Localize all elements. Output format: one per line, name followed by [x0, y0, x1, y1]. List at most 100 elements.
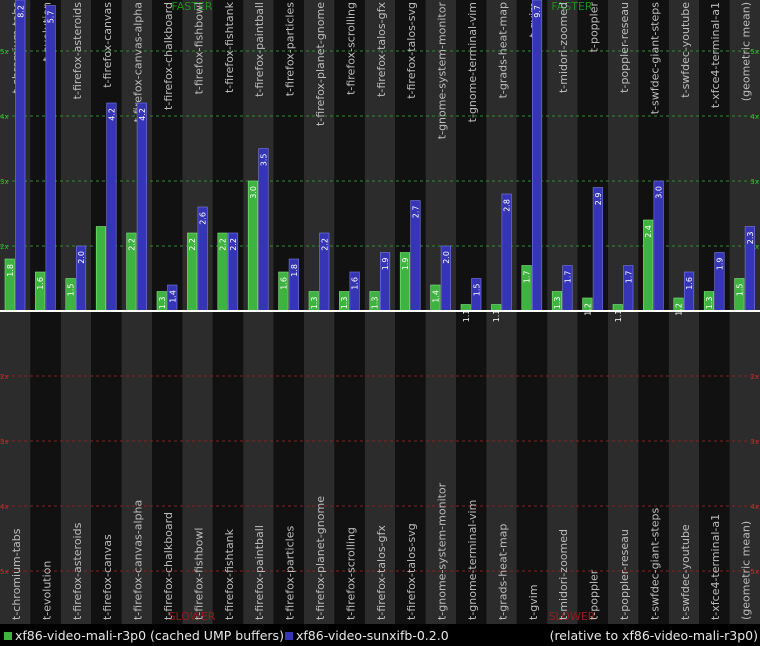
slower-tick-label-left: 4x — [0, 503, 9, 511]
bar-value-label-sunxifb: 2.2 — [320, 238, 329, 251]
legend-item-sunxifb: xf86-video-sunxifb-0.2.0 — [285, 628, 449, 643]
category-label-bottom: t-swfdec-giant-steps — [648, 508, 661, 620]
category-label-top: t-firefox-particles — [284, 2, 297, 96]
bar-value-label-mali: 2.2 — [219, 238, 228, 251]
category-label-top: (geometric mean) — [740, 2, 753, 101]
legend-swatch-mali — [4, 632, 12, 640]
category-label-top: t-firefox-fishtank — [223, 1, 236, 93]
category-label-bottom: t-firefox-planet-gnome — [314, 496, 327, 620]
bar-value-label-sunxifb: 2.3 — [746, 232, 755, 245]
bar-value-label-mali: 1.1 — [492, 310, 501, 323]
legend-label-sunxifb: xf86-video-sunxifb-0.2.0 — [296, 628, 449, 643]
slower-tick-label-right: 5x — [750, 568, 759, 576]
faster-tick-label-left: 2x — [0, 243, 9, 251]
slower-tick-label-left: 5x — [0, 568, 9, 576]
bar-value-label-sunxifb: 1.5 — [472, 284, 481, 297]
category-label-bottom: t-xfce4-terminal-a1 — [709, 514, 722, 620]
bar-value-label-mali: 1.1 — [614, 310, 623, 323]
bar-value-label-sunxifb: 2.8 — [503, 199, 512, 212]
faster-region-label: FASTER — [551, 0, 592, 13]
category-label-bottom: t-firefox-fishbowl — [192, 528, 205, 620]
faster-tick-label-left: 5x — [0, 48, 9, 56]
slower-tick-label-right: 3x — [750, 438, 759, 446]
faster-tick-label-right: 3x — [750, 178, 759, 186]
category-label-bottom: t-grads-heat-map — [496, 524, 509, 620]
bar-sunxifb — [106, 102, 117, 312]
category-label-top: t-swfdec-giant-steps — [648, 2, 661, 114]
bar-value-label-mali: 1.3 — [705, 297, 714, 310]
faster-tick-label-left: 4x — [0, 113, 9, 121]
bar-mali — [95, 226, 106, 312]
category-label-bottom: t-poppler-reseau — [618, 529, 631, 620]
category-label-top: t-firefox-canvas-alpha — [132, 2, 145, 122]
category-label-bottom: t-firefox-particles — [284, 526, 297, 620]
bar-chart: 2x2x3x3x4x4x5x5x2x2x3x3x4x4x5x5xFASTERSL… — [0, 0, 760, 624]
category-label-bottom: t-swfdec-youtube — [679, 524, 692, 620]
bar-sunxifb — [15, 0, 26, 312]
bar-value-label-mali: 3.0 — [249, 186, 258, 199]
slower-tick-label-left: 2x — [0, 373, 9, 381]
category-label-top: t-firefox-canvas — [101, 2, 114, 88]
slower-tick-label-right: 2x — [750, 373, 759, 381]
bar-value-label-sunxifb: 3.5 — [259, 154, 268, 167]
category-label-top: t-firefox-paintball — [253, 2, 266, 97]
category-label-bottom: t-firefox-talos-gfx — [375, 525, 388, 620]
bar-value-label-mali: 1.3 — [340, 297, 349, 310]
category-label-bottom: t-firefox-chalkboard — [162, 512, 175, 620]
category-label-top: t-firefox-planet-gnome — [314, 2, 327, 126]
category-label-top: t-poppler-reseau — [618, 2, 631, 93]
bar-value-label-sunxifb: 9.7 — [533, 5, 542, 18]
bar-value-label-sunxifb: 1.9 — [381, 258, 390, 271]
category-label-bottom: t-firefox-canvas-alpha — [132, 500, 145, 620]
bar-value-label-mali: 1.4 — [431, 290, 440, 303]
category-label-top: t-grads-heat-map — [496, 2, 509, 98]
bar-value-label-sunxifb: 2.7 — [411, 206, 420, 219]
bar-value-label-sunxifb: 2.0 — [442, 251, 451, 264]
category-label-top: t-firefox-fishbowl — [192, 2, 205, 94]
bar-value-label-mali: 1.9 — [401, 258, 410, 271]
bar-value-label-mali: 1.1 — [462, 310, 471, 323]
category-label-bottom: t-chromium-tabs — [10, 528, 23, 620]
category-label-bottom: t-firefox-talos-svg — [405, 523, 418, 620]
category-label-bottom: t-poppler — [588, 569, 601, 620]
category-label-top: t-firefox-talos-svg — [405, 2, 418, 99]
bar-value-label-sunxifb: 3.0 — [655, 186, 664, 199]
bar-value-label-sunxifb: 2.2 — [229, 238, 238, 251]
bar-sunxifb — [531, 0, 543, 312]
slower-tick-label-right: 4x — [750, 503, 759, 511]
slower-tick-label-left: 3x — [0, 438, 9, 446]
bar-value-label-mali: 1.3 — [310, 297, 319, 310]
bar-value-label-sunxifb: 2.0 — [77, 251, 86, 264]
bar-value-label-mali: 2.2 — [127, 238, 136, 251]
bar-value-label-mali: 1.5 — [735, 284, 744, 297]
legend-swatch-sunxifb — [285, 632, 293, 640]
category-label-top: t-midori-zoomed — [557, 2, 570, 93]
category-label-bottom: t-midori-zoomed — [557, 529, 570, 620]
bar-value-label-mali: 2.2 — [188, 238, 197, 251]
category-label-bottom: t-firefox-canvas — [101, 534, 114, 620]
category-label-bottom: t-firefox-fishtank — [223, 528, 236, 620]
bar-value-label-sunxifb: 1.6 — [685, 277, 694, 290]
category-label-top: t-swfdec-youtube — [679, 2, 692, 98]
faster-tick-label-right: 4x — [750, 113, 759, 121]
bar-sunxifb — [45, 5, 56, 312]
category-label-top: t-gnome-system-monitor — [436, 2, 449, 140]
category-label-top: t-poppler — [588, 2, 601, 53]
faster-tick-label-right: 5x — [750, 48, 759, 56]
category-label-bottom: t-gvim — [527, 584, 540, 620]
category-label-top: t-firefox-asteroids — [71, 2, 84, 100]
bar-sunxifb — [136, 102, 147, 312]
category-label-bottom: t-gnome-system-monitor — [436, 482, 449, 620]
category-label-top: t-gnome-terminal-vim — [466, 2, 479, 122]
category-label-bottom: t-firefox-asteroids — [71, 522, 84, 620]
category-label-top: t-xfce4-terminal-a1 — [709, 2, 722, 108]
bar-value-label-sunxifb: 1.7 — [624, 271, 633, 284]
bar-value-label-sunxifb: 1.8 — [290, 264, 299, 277]
category-label-bottom: t-evolution — [40, 561, 53, 620]
bar-value-label-sunxifb: 1.4 — [168, 290, 177, 303]
bar-value-label-mali: 1.5 — [67, 284, 76, 297]
category-label-top: t-firefox-chalkboard — [162, 2, 175, 110]
legend: xf86-video-mali-r3p0 (cached UMP buffers… — [0, 624, 760, 646]
legend-item-mali: xf86-video-mali-r3p0 (cached UMP buffers… — [4, 628, 284, 643]
